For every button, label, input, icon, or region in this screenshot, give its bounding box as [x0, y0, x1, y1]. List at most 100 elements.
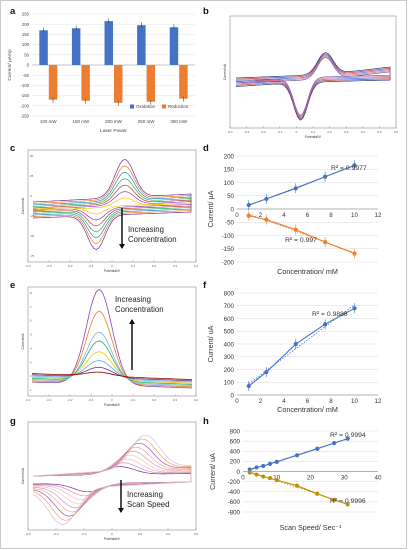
- f-xtick-label: 12: [375, 398, 382, 405]
- panel-label-c: c: [10, 143, 16, 154]
- f-ylabel: Current/ uA: [206, 325, 215, 362]
- c-plot-frame: [27, 149, 197, 263]
- e-ytick-label: 5: [30, 333, 32, 337]
- d-data-point: [293, 227, 298, 232]
- panel-label-f: f: [203, 280, 207, 291]
- d-ytick-label: 100: [224, 180, 235, 187]
- a-category-label: 250 mW: [138, 119, 156, 124]
- f-data-point: [246, 383, 251, 389]
- a-ytick-label: -250: [20, 114, 29, 119]
- a-ylabel: Current/ µAmp: [7, 49, 13, 81]
- b-xtick-label: 0.5: [377, 130, 382, 134]
- e-ytick-label: 6: [30, 319, 32, 323]
- h-xtick-label: 40: [375, 475, 382, 482]
- e-dpv-curve: [31, 366, 193, 382]
- f-ytick-label: 400: [224, 341, 235, 348]
- a-legend-oxidation: Oxidation: [136, 104, 156, 109]
- d-xtick-label: 12: [375, 212, 382, 219]
- b-xtick-label: 0.4: [361, 130, 366, 134]
- g-cv-curve: [32, 434, 192, 525]
- h-ytick-label: -400: [228, 489, 241, 496]
- a-ytick-label: 100: [22, 42, 30, 47]
- b-xtick-label: 0.1: [311, 130, 316, 134]
- d-ytick-label: 200: [224, 153, 235, 160]
- d-xlabel: Concentration/ mM: [277, 267, 338, 276]
- d-xtick-label: 2: [259, 212, 263, 219]
- h-ytick-label: -800: [228, 509, 241, 516]
- f-data-point: [293, 341, 298, 347]
- a-legend-swatch-oxidation: [130, 104, 134, 109]
- e-xtick-label: 0: [111, 398, 113, 402]
- h-xtick-label: 0: [241, 475, 245, 482]
- e-annotation-line: Concentration: [115, 305, 164, 314]
- f-xtick-label: 10: [351, 398, 358, 405]
- h-data-point: [261, 474, 266, 479]
- a-category-label: 150 mW: [73, 119, 91, 124]
- e-dpv-curve: [31, 311, 193, 388]
- a-legend-swatch-reduction: [162, 104, 166, 109]
- g-xtick-label: 0.6: [194, 532, 199, 536]
- g-xtick-label: -0.6: [25, 532, 31, 536]
- c-annotation-line: Increasing: [128, 225, 164, 234]
- d-data-point: [323, 174, 328, 179]
- g-arrow-head: [118, 508, 124, 513]
- a-ytick-label: 50: [24, 52, 29, 57]
- c-xtick-label: -0.2: [67, 264, 73, 268]
- f-xtick-label: 4: [282, 398, 286, 405]
- c-ylabel: Current/nA: [21, 197, 25, 214]
- h-data-point: [267, 461, 273, 467]
- d-xtick-label: 8: [329, 212, 333, 219]
- a-ytick-label: -100: [20, 83, 29, 88]
- e-ytick-label: 4: [30, 346, 32, 350]
- h-data-point: [332, 497, 337, 502]
- e-ytick-label: 1: [30, 388, 32, 392]
- h-trendline: [249, 471, 348, 505]
- d-ytick-label: -50: [225, 220, 235, 227]
- f-r2-label: R² = 0.9888: [312, 311, 348, 318]
- a-ytick-label: -50: [23, 73, 30, 78]
- c-cv-curve: [32, 197, 192, 215]
- f-ytick-label: 500: [224, 329, 235, 336]
- e-dpv-curve: [31, 331, 193, 386]
- h-data-point: [274, 459, 279, 464]
- c-xtick-label: 0: [111, 264, 113, 268]
- h-ytick-label: 400: [230, 449, 241, 456]
- e-ylabel: Current/nA: [21, 333, 25, 350]
- d-xtick-label: 6: [306, 212, 310, 219]
- c-arrow-head: [119, 244, 125, 249]
- a-bar-reduction: [179, 65, 188, 99]
- f-xtick-label: 8: [329, 398, 333, 405]
- a-bar-oxidation: [137, 25, 146, 65]
- e-ytick-label: 7: [30, 305, 32, 309]
- d-data-point: [246, 202, 251, 208]
- c-xtick-label: -0.4: [25, 264, 31, 268]
- b-xtick-label: 0.6: [394, 130, 399, 134]
- g-xlabel: Potential/V: [104, 537, 121, 541]
- c-xtick-label: 0.3: [173, 264, 178, 268]
- a-bar-reduction: [114, 65, 123, 103]
- d-xtick-label: 0: [235, 212, 239, 219]
- a-bar-reduction: [146, 65, 156, 102]
- d-data-point: [352, 163, 357, 168]
- e-xtick-label: -0.1: [88, 398, 94, 402]
- a-ytick-label: 200: [22, 22, 30, 27]
- h-data-point: [315, 491, 320, 496]
- e-ytick-label: 2: [30, 374, 32, 378]
- e-annotation-line: Increasing: [115, 295, 151, 304]
- c-xlabel: Potential/V: [104, 269, 121, 273]
- h-ytick-label: -200: [228, 479, 241, 486]
- e-xtick-label: 0.4: [194, 398, 199, 402]
- e-xtick-label: 0.1: [131, 398, 136, 402]
- g-annotation-line: Increasing: [127, 490, 163, 499]
- f-ytick-label: 100: [224, 380, 235, 387]
- e-xtick-label: -0.4: [25, 398, 31, 402]
- e-xtick-label: -0.3: [46, 398, 52, 402]
- panel-label-h: h: [203, 416, 209, 427]
- c-xtick-label: 0.4: [194, 264, 199, 268]
- d-data-point: [352, 251, 357, 256]
- h-xlabel: Scan Speed/ Sec⁻¹: [280, 523, 342, 532]
- d-ytick-label: 50: [227, 193, 234, 200]
